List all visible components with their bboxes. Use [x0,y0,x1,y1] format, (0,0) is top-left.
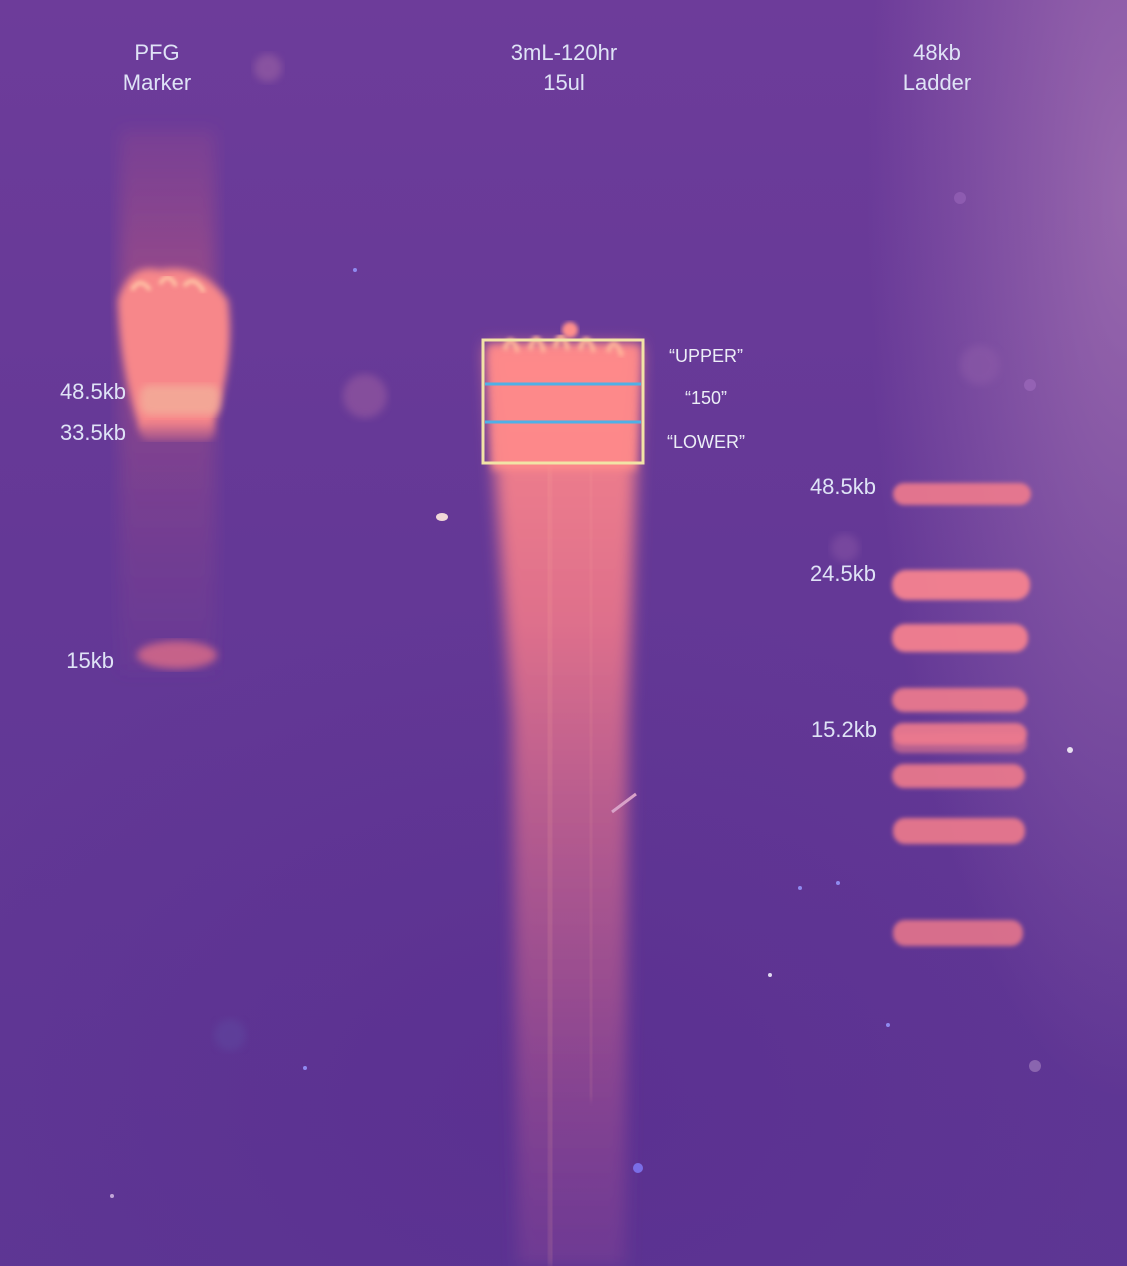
gel-artifacts [110,54,1073,1198]
speck [886,1023,890,1027]
pfg-top-band-highlights [130,275,206,294]
speck [353,268,357,272]
annotation-150: “150” [684,388,728,408]
lane-title-line: Marker [122,70,192,95]
speck [633,1163,643,1173]
speck [954,192,966,204]
bubble [343,374,387,418]
speck [611,792,637,814]
pfg-size-label: 33.5kb [59,420,126,445]
speck [836,881,840,885]
lane-title-line: Ladder [902,70,972,95]
speck [798,886,802,890]
sample-smear [486,345,640,1266]
lane-title-pfg-marker: PFG Marker [57,38,257,98]
ladder-size-label: 15.2kb [810,717,877,742]
speck [768,973,772,977]
ladder-band [893,920,1023,946]
lane-title-ladder: 48kb Ladder [837,38,1037,98]
ladder-band [892,764,1025,788]
ladder-band [892,624,1028,652]
pfg-band-15kb [137,641,217,669]
sample-streak-line [587,469,595,1101]
lane-title-line: 15ul [543,70,585,95]
lane-title-line: 48kb [913,40,961,65]
lane-title-line: PFG [134,40,180,65]
ladder-size-label: 24.5kb [809,561,876,586]
sample-well-spot [562,322,578,338]
ladder-band [892,733,1027,753]
speck [303,1066,307,1070]
ladder-lane [892,483,1031,946]
lane-title-line: 3mL-120hr [510,40,618,65]
ladder-band [893,483,1031,505]
pfg-band-48-5kb [140,385,220,415]
annotation-lower: “LOWER” [667,432,745,452]
speck [110,1194,114,1198]
speck [436,513,448,521]
bubble [831,534,859,562]
pfg-marker-lane [118,130,230,670]
ladder-band [893,818,1025,844]
pfg-size-label: 15kb [66,648,114,673]
ladder-band [892,688,1027,712]
bubble [254,54,282,82]
sample-streak-line [545,469,555,1266]
bubble [960,345,1000,385]
pfg-size-label: 48.5kb [59,379,126,404]
excision-box [481,338,645,465]
ladder-band [892,570,1030,600]
annotation-upper: “UPPER” [668,346,743,366]
selection-rectangle [481,338,645,465]
speck [1067,747,1073,753]
speck [1029,1060,1041,1072]
sample-high-mw-region [488,345,640,470]
lane-title-sample: 3mL-120hr 15ul [464,38,664,98]
speck [1024,379,1036,391]
bubble [214,1019,246,1051]
pfg-band-33-5kb [140,422,215,440]
ladder-size-label: 48.5kb [809,474,876,499]
